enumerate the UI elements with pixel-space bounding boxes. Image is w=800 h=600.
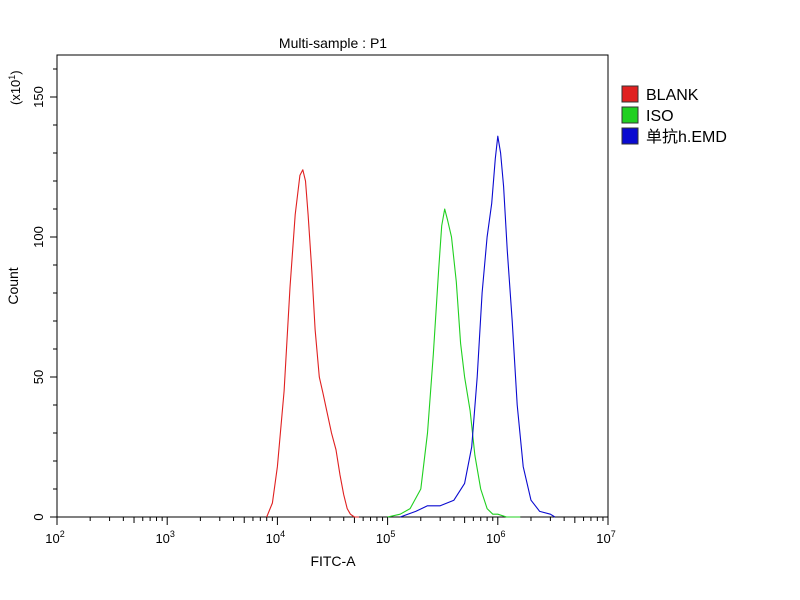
x-tick-label: 107: [596, 529, 615, 546]
legend-swatch: [621, 106, 639, 124]
y-axis-ticks: [50, 68, 57, 518]
x-tick-label: 102: [45, 529, 64, 546]
svg-text:(x101): (x101): [7, 70, 23, 105]
y-tick-label: 150: [31, 86, 46, 108]
y-multiplier-label: (x10: [8, 80, 23, 105]
y-tick-label: 0: [31, 513, 46, 520]
legend-swatch: [621, 127, 639, 145]
chart-title: Multi-sample : P1: [279, 35, 387, 51]
series-layer: [266, 135, 556, 518]
y-tick-label: 50: [31, 370, 46, 384]
series-line-3: [400, 135, 556, 518]
series-line-2: [387, 208, 521, 518]
legend: BLANK ISO 单抗h.EMD: [621, 85, 727, 146]
y-axis-tick-labels: 0 50 100 150: [31, 86, 46, 520]
legend-label: ISO: [646, 108, 674, 125]
y-axis-multiplier: (x101): [7, 70, 23, 105]
x-axis-tick-labels: 102 103 104 105 106 107: [45, 529, 615, 546]
plot-frame: [56, 54, 609, 518]
series-line-1: [266, 169, 359, 518]
x-tick-label: 105: [376, 529, 395, 546]
y-multiplier-exponent: 1: [7, 75, 17, 80]
x-axis-title: FITC-A: [310, 553, 356, 569]
y-multiplier-close: ): [8, 70, 23, 74]
x-tick-label: 103: [155, 529, 174, 546]
y-tick-label: 100: [31, 226, 46, 248]
x-tick-label: 104: [266, 529, 285, 546]
legend-label: BLANK: [646, 87, 699, 104]
x-tick-label: 106: [486, 529, 505, 546]
x-axis-ticks: [56, 517, 609, 525]
legend-swatch: [621, 85, 639, 103]
y-axis-title: Count: [5, 267, 21, 304]
legend-label: 单抗h.EMD: [646, 128, 727, 146]
